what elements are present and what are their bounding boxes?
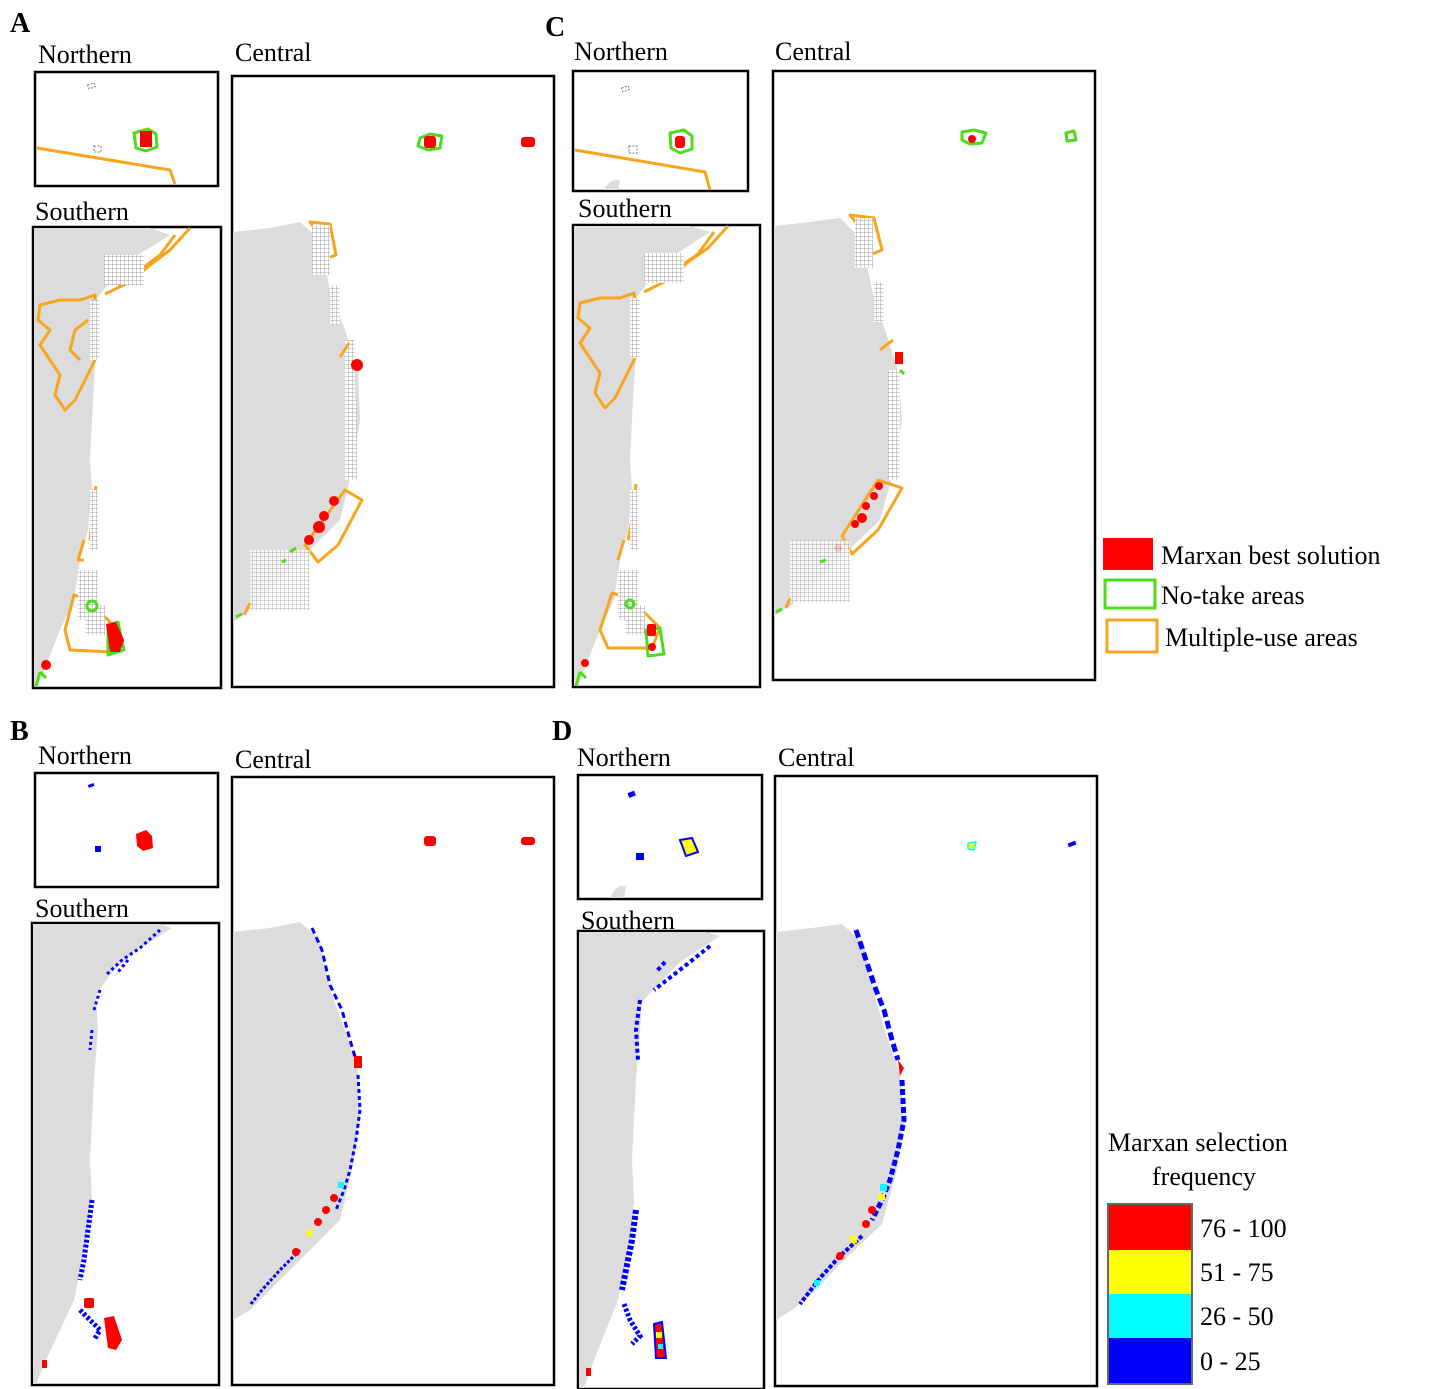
legend-frequency-title: Marxan selection [1108, 1128, 1288, 1157]
panel-b: B Northern Southern Central [10, 716, 556, 1387]
legend-label-multiple-use: Multiple-use areas [1165, 623, 1358, 652]
central-map [230, 74, 556, 689]
northern-label: Northern [38, 40, 132, 69]
southern-map [30, 921, 221, 1387]
legend-label-no-take: No-take areas [1161, 581, 1305, 610]
legend-label-76-100: 76 - 100 [1200, 1214, 1287, 1243]
legend-frequency: Marxan selection frequency 76 - 100 51 -… [1107, 1128, 1288, 1385]
northern-label: Northern [38, 741, 132, 770]
legend-swatch-multiple-use [1105, 618, 1159, 654]
northern-map [33, 771, 220, 889]
legend-swatch-26-50 [1108, 1294, 1192, 1338]
southern-map [31, 225, 223, 690]
legend-swatch-marxan-best [1103, 538, 1153, 570]
central-label: Central [778, 743, 855, 772]
panel-letter-a: A [10, 8, 31, 39]
legend-swatch-51-75 [1108, 1250, 1192, 1294]
panel-d: D Northern Southern Central [552, 716, 1099, 1389]
legend-swatch-no-take [1103, 578, 1157, 610]
central-label: Central [235, 745, 312, 774]
legend-solution: Marxan best solution No-take areas Multi… [1103, 538, 1381, 654]
northern-map [33, 70, 220, 188]
central-label: Central [775, 37, 852, 66]
southern-label: Southern [35, 197, 129, 226]
legend-label-26-50: 26 - 50 [1200, 1302, 1274, 1331]
legend-frequency-subtitle: frequency [1152, 1162, 1256, 1191]
legend-label-marxan-best: Marxan best solution [1161, 541, 1381, 570]
northern-map [576, 773, 764, 901]
central-map [771, 69, 1097, 682]
northern-label: Northern [574, 37, 668, 66]
southern-map [576, 929, 766, 1389]
panel-c: C Northern Southern [545, 12, 1097, 689]
legend-label-0-25: 0 - 25 [1200, 1347, 1261, 1376]
panel-letter-b: B [10, 716, 29, 747]
southern-label: Southern [578, 194, 672, 223]
central-label: Central [235, 38, 312, 67]
legend-label-51-75: 51 - 75 [1200, 1258, 1274, 1287]
central-map [773, 774, 1099, 1388]
panel-letter-c: C [545, 12, 565, 43]
southern-map [571, 223, 762, 689]
panel-a: A Northern Southern [10, 8, 556, 690]
central-map [230, 775, 556, 1387]
legend-swatch-76-100 [1108, 1204, 1192, 1250]
legend-swatch-0-25 [1108, 1338, 1192, 1384]
northern-map [571, 69, 750, 193]
southern-label: Southern [35, 894, 129, 923]
northern-label: Northern [577, 743, 671, 772]
panel-letter-d: D [552, 716, 572, 747]
